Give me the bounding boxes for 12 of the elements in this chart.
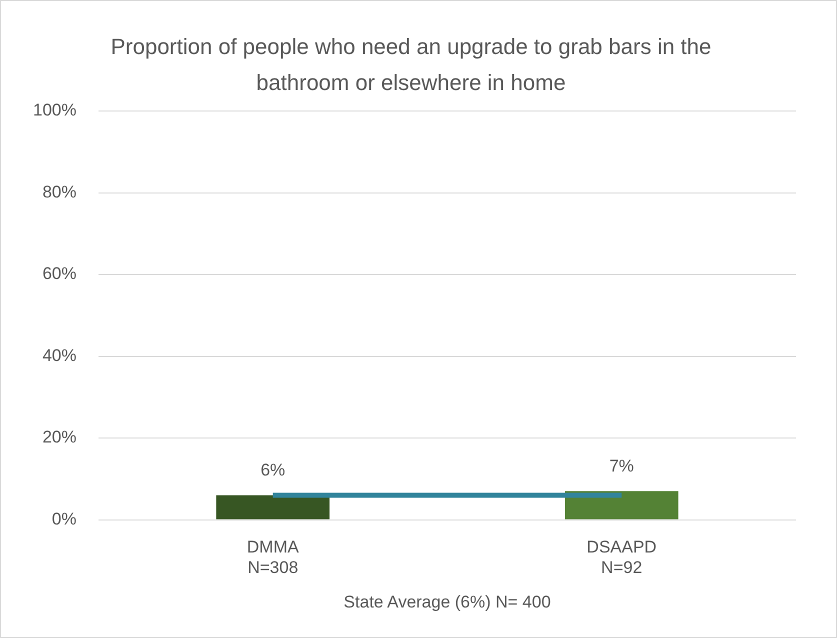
y-tick-label: 0% xyxy=(52,509,76,528)
y-tick-label: 40% xyxy=(42,346,76,365)
y-tick-label: 100% xyxy=(32,100,76,120)
chart-title: Proportion of people who need an upgrade to grab bars in the bathroom or elsewhere in home xyxy=(110,33,712,97)
data-label: 6% xyxy=(260,460,286,480)
data-label: 7% xyxy=(609,456,634,476)
y-tick-label: 20% xyxy=(42,428,76,447)
y-tick-label: 60% xyxy=(42,264,76,284)
x-tick-label: DMMA N=308 xyxy=(246,538,300,578)
x-tick-label: DSAAPD N=92 xyxy=(586,538,657,578)
x-axis-title: State Average (6%) N= 400 xyxy=(344,592,551,612)
y-tick-label: 80% xyxy=(42,182,76,202)
